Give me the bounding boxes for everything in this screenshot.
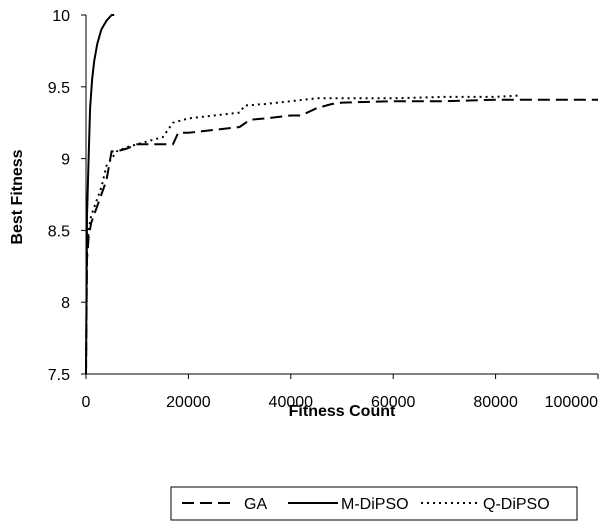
series-line-m-dipso: [85, 14, 115, 375]
y-axis-title: Best Fitness: [9, 149, 26, 244]
legend-box: [170, 486, 578, 521]
y-tick-label: 9.5: [48, 80, 70, 97]
y-tick-label: 10: [52, 8, 70, 25]
series-line-ga: [85, 98, 598, 375]
legend: GA M-DiPSO Q-DiPSO: [170, 486, 578, 521]
series-group: [85, 14, 598, 375]
x-tick-label: 40000: [269, 394, 314, 411]
y-tick-label: 7.5: [48, 367, 70, 384]
y-tick-label: 9: [61, 152, 70, 169]
x-tick-label: 20000: [166, 394, 211, 411]
x-tick-label: 60000: [371, 394, 416, 411]
axes: 7.5 8 8.5 9 9.5 10 0 20000 40000 60000 80000 100000: [48, 8, 599, 411]
legend-label-q-dipso: Q-DiPSO: [483, 496, 550, 513]
x-tick-label: 100000: [545, 394, 598, 411]
legend-label-ga: GA: [244, 496, 267, 513]
x-tick-label: 80000: [473, 394, 518, 411]
y-tick-label: 8: [61, 295, 70, 312]
legend-label-m-dipso: M-DiPSO: [341, 496, 409, 513]
x-axis-title: Fitness Count: [289, 403, 396, 420]
y-tick-label: 8.5: [48, 223, 70, 240]
x-tick-label: 0: [82, 394, 91, 411]
